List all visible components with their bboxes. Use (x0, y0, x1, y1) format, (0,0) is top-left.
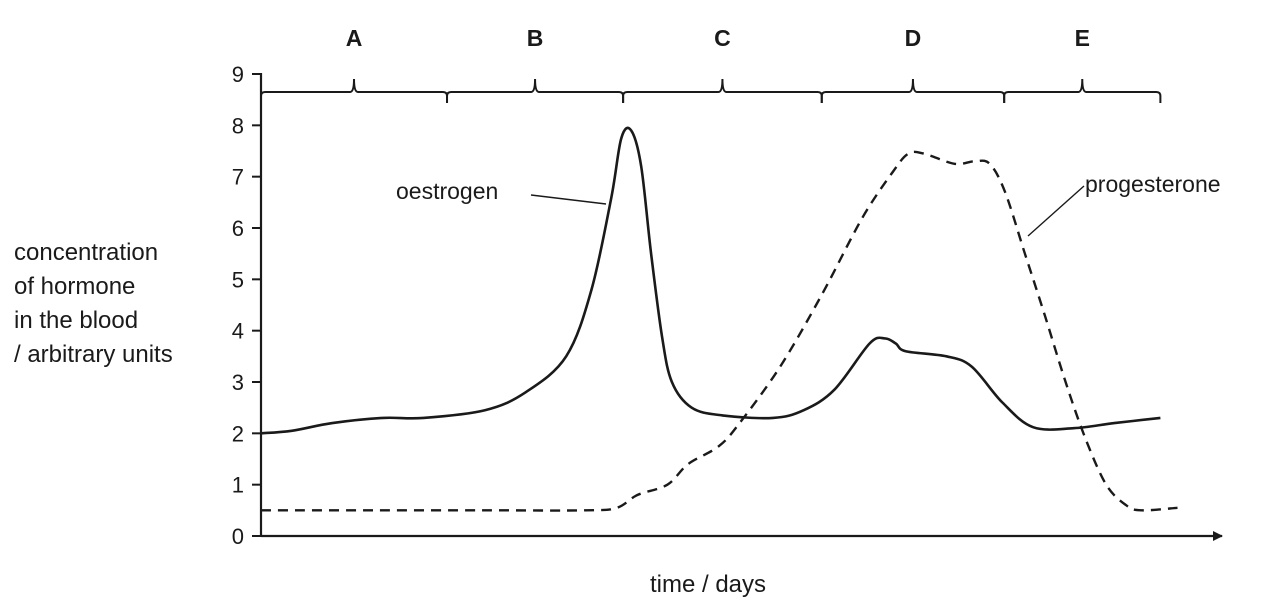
oestrogen-line (260, 126, 1161, 435)
phase-label-b: B (527, 25, 544, 51)
y-tick-label-5: 5 (232, 267, 244, 292)
y-tick-label-3: 3 (232, 370, 244, 395)
phase-label-e: E (1075, 25, 1090, 51)
y-tick-label-0: 0 (232, 524, 244, 549)
y-axis-ticks: 0 1 2 3 4 5 6 7 8 9 (232, 62, 261, 549)
oestrogen-leader-line (530, 194, 607, 205)
phase-brace-a (260, 78, 449, 103)
y-tick-label-7: 7 (232, 165, 244, 190)
phase-label-a: A (346, 25, 363, 51)
y-tick-label-6: 6 (232, 216, 244, 241)
phase-braces: A B C D E (260, 25, 1162, 103)
x-axis-label: time / days (650, 571, 766, 598)
y-axis-label: concentration of hormone in the blood / … (14, 239, 173, 368)
y-tick-label-2: 2 (232, 421, 244, 446)
progesterone-line (261, 150, 1178, 512)
y-tick-label-9: 9 (232, 62, 244, 87)
phase-brace-d (820, 78, 1006, 103)
y-axis-label-line-4: / arbitrary units (14, 341, 173, 368)
series-layer (260, 126, 1178, 512)
y-tick-label-8: 8 (232, 113, 244, 138)
phase-label-c: C (714, 25, 731, 51)
phase-label-d: D (905, 25, 922, 51)
progesterone-leader-line (1027, 185, 1085, 237)
y-tick-label-1: 1 (232, 473, 244, 498)
oestrogen-label: oestrogen (396, 178, 498, 204)
progesterone-label: progesterone (1085, 171, 1221, 197)
y-axis-label-line-3: in the blood (14, 307, 138, 334)
phase-brace-b (446, 78, 625, 103)
y-tick-label-4: 4 (232, 319, 244, 344)
phase-brace-e (1003, 78, 1162, 103)
y-axis-label-line-2: of hormone (14, 273, 135, 300)
phase-brace-c (622, 78, 823, 103)
y-axis-label-line-1: concentration (14, 239, 158, 266)
